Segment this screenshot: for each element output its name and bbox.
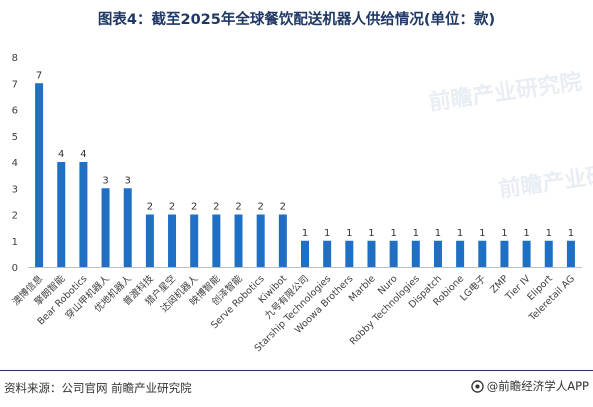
data-label: 1 [368,228,374,239]
data-label: 1 [413,228,419,239]
data-label: 3 [125,175,131,186]
y-tick-label: 5 [12,132,18,143]
bar [389,240,398,267]
bar [190,214,199,267]
bar [301,240,309,267]
data-label: 1 [479,228,485,239]
brand-credit: @前瞻经济学人APP [471,378,589,394]
data-label: 1 [435,228,441,239]
data-label: 4 [80,149,86,160]
data-label: 2 [191,202,197,213]
bar [234,214,243,267]
data-label: 1 [523,228,529,239]
bar [35,83,44,267]
y-tick-label: 8 [12,53,18,64]
watermark-text: 前瞻产业研究院 [497,156,593,203]
data-label: 7 [36,70,42,81]
bar [478,240,487,267]
data-label: 2 [280,202,286,213]
data-label: 4 [58,149,64,160]
bar [433,240,442,267]
data-label: 2 [235,202,241,213]
data-label: 3 [102,175,108,186]
bar [522,240,531,267]
y-tick-label: 1 [12,237,18,248]
data-label: 1 [546,228,552,239]
bar [367,240,376,267]
bar [500,240,509,267]
bar [566,240,575,267]
bar [544,240,553,267]
source-note: 资料来源：公司官网 前瞻产业研究院 [4,381,192,395]
data-label: 1 [568,228,574,239]
data-label: 1 [324,228,330,239]
data-label: 2 [213,202,219,213]
y-tick-label: 0 [12,263,18,274]
bar [212,214,221,267]
data-label: 1 [346,228,352,239]
data-label: 1 [457,228,463,239]
y-tick-label: 7 [12,79,18,90]
bar [123,188,132,267]
bar [256,214,265,267]
bar [145,214,154,267]
brand-text: @前瞻经济学人APP [486,379,589,393]
bar [278,214,287,267]
y-tick-label: 6 [12,106,18,117]
chart-title: 图表4：截至2025年全球餐饮配送机器人供给情况(单位：款) [97,12,496,28]
y-tick-label: 2 [12,211,18,222]
y-tick-label: 3 [12,184,18,195]
y-tick-label: 4 [12,158,18,169]
bar [456,240,465,267]
data-label: 1 [390,228,396,239]
footer-divider [0,370,593,371]
qianzhan-logo-icon [471,379,484,393]
data-label: 2 [169,202,175,213]
bar [345,240,354,267]
x-tick-label: LG电子 [458,272,489,303]
bar [101,188,110,267]
data-label: 1 [501,228,507,239]
watermark-text: 前瞻产业研究院 [427,69,583,116]
data-label: 2 [257,202,263,213]
bar [168,214,177,267]
bar [411,240,420,267]
data-label: 1 [302,228,308,239]
bar [57,162,66,267]
bar [323,240,332,267]
data-label: 2 [147,202,153,213]
bar [79,162,88,267]
